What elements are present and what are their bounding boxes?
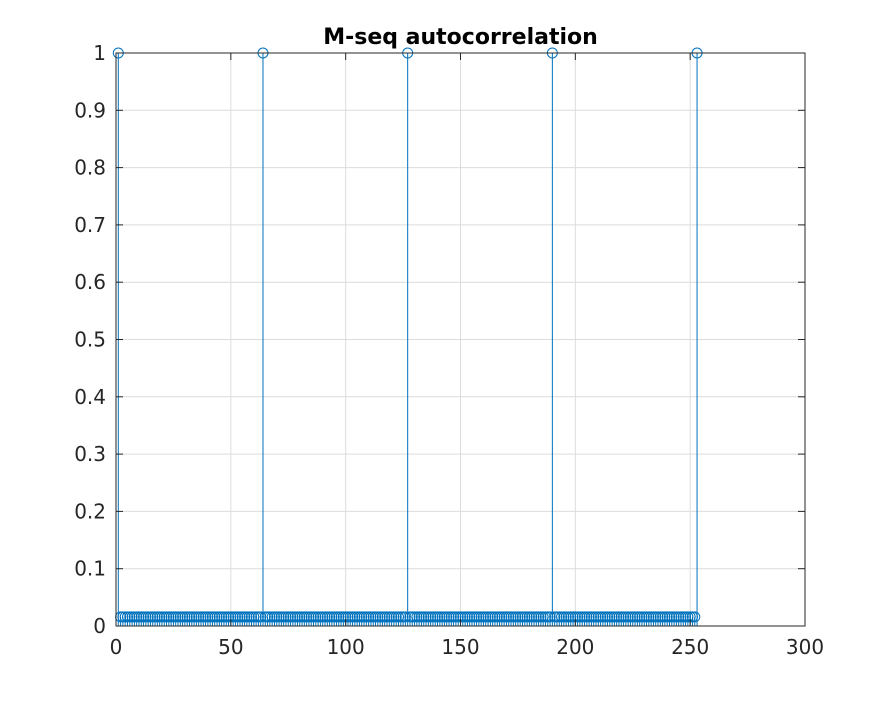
x-tick-label: 200 (556, 635, 594, 659)
y-tick-label: 0.4 (74, 385, 106, 409)
y-tick-label: 0.1 (74, 557, 106, 581)
y-tick-label: 0.2 (74, 499, 106, 523)
x-tick-label: 50 (218, 635, 243, 659)
y-tick-label: 0.9 (74, 98, 106, 122)
x-tick-label: 150 (441, 635, 479, 659)
y-tick-label: 0.7 (74, 213, 106, 237)
y-tick-label: 0 (93, 614, 106, 638)
x-tick-label: 100 (327, 635, 365, 659)
y-tick-label: 0.3 (74, 442, 106, 466)
stem-marker (689, 611, 701, 623)
y-tick-labels: 0 0.1 0.2 0.3 0.4 0.5 0.6 0.7 0.8 0.9 1 (74, 41, 106, 638)
x-tick-label: 300 (786, 635, 824, 659)
y-tick-label: 1 (93, 41, 106, 65)
y-tick-label: 0.8 (74, 156, 106, 180)
axis-ticks (115, 52, 806, 627)
x-tick-labels: 0 50 100 150 200 250 300 (110, 635, 824, 659)
x-tick-label: 0 (110, 635, 123, 659)
chart-title: M-seq autocorrelation (323, 25, 598, 50)
y-tick-label: 0.6 (74, 270, 106, 294)
x-tick-label: 250 (671, 635, 709, 659)
y-tick-label: 0.5 (74, 328, 106, 352)
